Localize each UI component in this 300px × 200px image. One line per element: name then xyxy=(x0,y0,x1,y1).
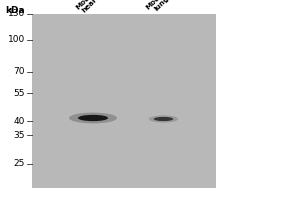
Text: kDa: kDa xyxy=(5,6,25,15)
Ellipse shape xyxy=(69,113,117,123)
Ellipse shape xyxy=(154,117,173,121)
Bar xyxy=(32,14,216,188)
Text: 40: 40 xyxy=(14,116,25,126)
Text: 100: 100 xyxy=(8,36,25,45)
Text: 130: 130 xyxy=(8,9,25,19)
Ellipse shape xyxy=(78,115,108,121)
Text: 55: 55 xyxy=(14,88,25,98)
Ellipse shape xyxy=(149,115,178,123)
Text: 35: 35 xyxy=(14,130,25,140)
Text: 25: 25 xyxy=(14,160,25,168)
Text: Mouse
lung: Mouse lung xyxy=(145,0,173,15)
Text: 70: 70 xyxy=(14,68,25,76)
Text: Mouse
heart: Mouse heart xyxy=(74,0,102,15)
